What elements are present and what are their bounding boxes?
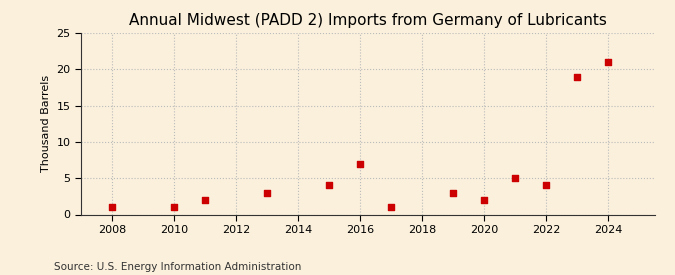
Point [107, 205, 117, 210]
Point [510, 176, 520, 180]
Point [479, 198, 489, 202]
Title: Annual Midwest (PADD 2) Imports from Germany of Lubricants: Annual Midwest (PADD 2) Imports from Ger… [129, 13, 607, 28]
Point [385, 205, 396, 210]
Point [200, 198, 211, 202]
Y-axis label: Thousand Barrels: Thousand Barrels [41, 75, 51, 172]
Point [572, 74, 583, 79]
Point [324, 183, 335, 188]
Point [355, 161, 366, 166]
Point [262, 191, 273, 195]
Point [169, 205, 180, 210]
Point [541, 183, 551, 188]
Text: Source: U.S. Energy Information Administration: Source: U.S. Energy Information Administ… [54, 262, 301, 272]
Point [603, 60, 614, 64]
Point [448, 191, 458, 195]
